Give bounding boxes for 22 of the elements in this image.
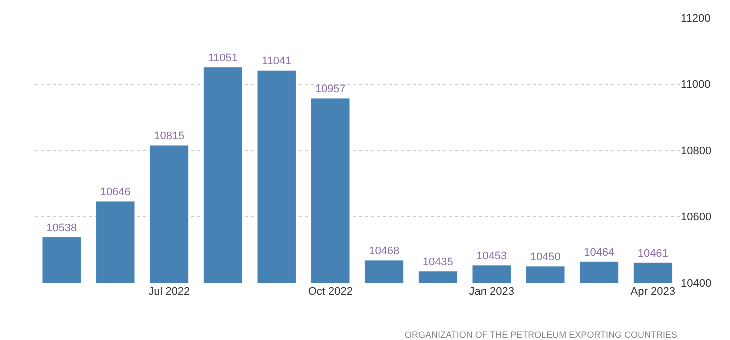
- data-label: 10468: [369, 245, 400, 258]
- data-label: 10646: [100, 186, 131, 199]
- data-label: 10538: [46, 222, 78, 234]
- y-tick-label: 11200: [681, 12, 711, 25]
- x-tick-label: Jul 2022: [148, 286, 190, 298]
- data-label: 10461: [638, 248, 668, 260]
- data-label: 10464: [584, 246, 615, 259]
- x-tick-label: Jan 2023: [469, 286, 515, 298]
- text: ORGANIZATION OF THE PETROLEUM EXPORTING COUNTRIES: [405, 330, 678, 340]
- data-label: 10957: [315, 83, 346, 96]
- x-tick-label: Apr 2023: [630, 286, 676, 298]
- data-label: 11041: [262, 56, 292, 68]
- data-label: 10815: [154, 130, 185, 143]
- y-tick-label: 10400: [681, 278, 712, 290]
- data-label: 11051: [208, 52, 238, 64]
- data-label: 10435: [422, 256, 454, 268]
- data-label: 10453: [476, 250, 508, 262]
- y-tick-label: 10600: [681, 212, 712, 224]
- y-tick-label: 11000: [681, 79, 711, 92]
- y-tick-label: 10800: [681, 145, 712, 158]
- x-tick-label: Oct 2022: [308, 286, 353, 298]
- data-label: 10450: [530, 251, 561, 264]
